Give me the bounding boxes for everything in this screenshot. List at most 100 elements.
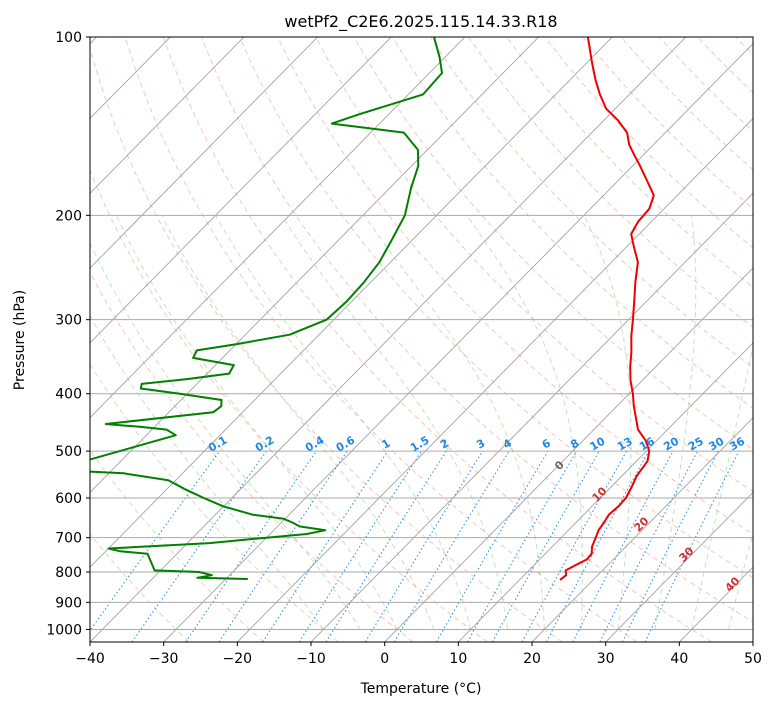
- isotherm-line: [605, 491, 753, 642]
- dry-adiabat-line: [735, 37, 753, 56]
- dry-adiabat-line: [468, 37, 753, 328]
- mixing-ratio-line: [185, 450, 317, 642]
- dry-adiabat-line: [582, 37, 753, 210]
- y-tick-label: 500: [55, 444, 82, 460]
- x-tick-label: 10: [449, 651, 467, 667]
- isotherm-line: [90, 37, 392, 344]
- isotherm-gridlines: [90, 37, 753, 642]
- y-tick-label: 100: [55, 30, 82, 46]
- dry-adiabat-line: [124, 37, 638, 642]
- moist-adiabat-line: [281, 215, 508, 630]
- mixing-ratio-line: [262, 450, 389, 642]
- dry-adiabat-line: [658, 37, 753, 132]
- mixing-ratio-line: [599, 450, 699, 642]
- plot-area: 0.10.20.40.611.52346810131620253036-100-…: [14, 37, 753, 642]
- moist-adiabat-line: [215, 215, 472, 630]
- plot-frame: [89, 36, 754, 643]
- x-tick-label: −20: [223, 651, 253, 667]
- isotherm-line: [163, 43, 753, 642]
- isotherm-line: [90, 37, 613, 568]
- x-tick-label: −40: [75, 651, 105, 667]
- x-tick-label: 20: [523, 651, 541, 667]
- dry-adiabat-line: [697, 37, 753, 94]
- y-tick-label: 900: [55, 595, 82, 611]
- temperature-line: [559, 37, 655, 581]
- mixing-ratio-label: 3: [474, 437, 487, 452]
- mixing-ratio-line: [621, 450, 719, 642]
- dewpoint-line: [90, 37, 443, 580]
- dry-adiabat-line: [162, 37, 712, 642]
- moist-adiabat-line: [654, 215, 697, 630]
- isotherm-line: [237, 117, 753, 642]
- x-tick-label: −10: [296, 651, 326, 667]
- moist-adiabat-label: 40: [723, 574, 743, 594]
- y-axis-label: Pressure (hPa): [12, 290, 28, 390]
- moist-adiabat-line: [583, 215, 632, 630]
- dry-adiabat-line: [353, 37, 753, 451]
- moist-adiabat-line: [363, 215, 545, 630]
- isotherm-line: [90, 37, 318, 269]
- y-tick-label: 300: [55, 313, 82, 329]
- x-tick-label: 30: [597, 651, 615, 667]
- y-tick-label: 600: [55, 491, 82, 507]
- mixing-ratio-line: [644, 450, 740, 642]
- mixing-ratio-line: [325, 450, 447, 642]
- moist-adiabat-label: 20: [632, 514, 652, 534]
- isotherm-line: [90, 37, 539, 493]
- x-axis-label: Temperature (°C): [360, 681, 482, 697]
- mixing-ratio-label: 2: [438, 437, 451, 452]
- dry-adiabat-line: [90, 363, 339, 642]
- dry-adiabat-line: [429, 37, 753, 369]
- isotherm-line: [90, 37, 687, 642]
- dry-adiabat-line: [620, 37, 753, 171]
- mixing-ratio-line: [545, 450, 650, 642]
- mixing-ratio-line: [521, 450, 628, 642]
- mixing-ratio-line: [364, 450, 484, 642]
- y-tick-label: 1000: [46, 622, 82, 638]
- mixing-ratio-label: 1: [380, 437, 393, 452]
- x-tick-label: 40: [670, 651, 688, 667]
- isotherm-line: [310, 192, 753, 642]
- moist-adiabat-line: [466, 215, 583, 630]
- dry-adiabat-label: -10: [14, 421, 37, 445]
- isotherm-line: [752, 641, 753, 642]
- mixing-ratio-line: [572, 450, 674, 642]
- y-axis-ticks: 100 200 300 400 500 600 700 800 900 1000: [46, 30, 90, 638]
- moist-adiabat-line: [691, 343, 753, 630]
- y-tick-label: 800: [55, 565, 82, 581]
- mixing-ratio-lines: [90, 450, 740, 642]
- dry-adiabat-line: [315, 37, 753, 493]
- isotherm-line: [531, 417, 753, 642]
- isotherm-line: [90, 37, 245, 194]
- x-tick-label: 50: [744, 651, 762, 667]
- x-tick-label: −30: [149, 651, 179, 667]
- moist-adiabat-line: [728, 530, 753, 630]
- moist-adiabat-line: [161, 215, 435, 630]
- isotherm-line: [90, 37, 466, 419]
- y-tick-label: 700: [55, 531, 82, 547]
- x-axis-ticks: −40 −30 −20 −10 0 10 20 30 40 50: [75, 642, 762, 667]
- isotherm-line: [384, 267, 753, 642]
- x-tick-label: 0: [380, 651, 389, 667]
- dry-adiabat-line: [277, 37, 753, 535]
- mixing-ratio-line: [393, 450, 510, 642]
- profile-lines: [90, 37, 655, 581]
- y-tick-label: 400: [55, 387, 82, 403]
- dry-adiabat-line: [90, 271, 414, 642]
- moist-adiabat-line: [90, 314, 324, 630]
- mixing-ratio-line: [491, 450, 600, 642]
- mixing-ratio-line: [298, 450, 423, 642]
- y-tick-label: 200: [55, 208, 82, 224]
- mixing-ratio-line: [435, 450, 549, 642]
- mixing-ratio-line: [90, 450, 221, 632]
- dry-adiabat-line: [506, 37, 753, 288]
- moist-adiabat-label: 30: [677, 544, 697, 564]
- isotherm-line: [458, 342, 753, 642]
- dry-adiabats: [90, 37, 753, 642]
- dry-adiabat-line: [90, 533, 190, 642]
- chart-title: wetPf2_C2E6.2025.115.14.33.R18: [284, 12, 557, 32]
- dry-adiabat-line: [544, 37, 753, 249]
- mixing-ratio-label: 6: [540, 436, 553, 451]
- mixing-ratio-line: [218, 450, 348, 642]
